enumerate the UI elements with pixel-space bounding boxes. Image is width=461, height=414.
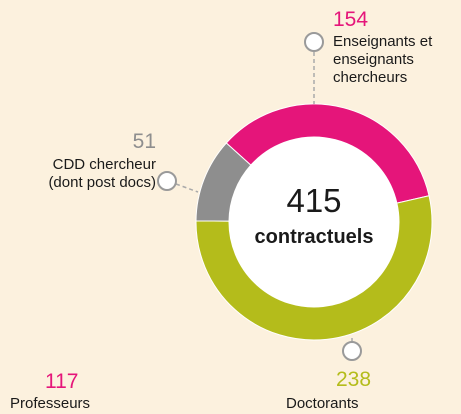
leader-marker <box>342 341 362 361</box>
leader-marker <box>157 171 177 191</box>
center-label: contractuels <box>255 226 374 248</box>
value-label: 238 <box>336 368 372 391</box>
leader-line <box>175 183 199 193</box>
value-label: 154 <box>333 8 369 31</box>
legend-label: Enseignants et enseignants chercheurs <box>333 33 433 86</box>
leader-marker <box>304 32 324 52</box>
value-label: 51 <box>132 130 156 153</box>
center-total: 415 <box>286 182 341 219</box>
center-disc <box>229 137 399 307</box>
extra-label: Professeurs <box>10 395 91 412</box>
legend-label: CDD chercheur (dont post docs) <box>48 156 156 191</box>
legend-label: Doctorants <box>286 395 359 412</box>
extra-value: 117 <box>45 370 79 393</box>
